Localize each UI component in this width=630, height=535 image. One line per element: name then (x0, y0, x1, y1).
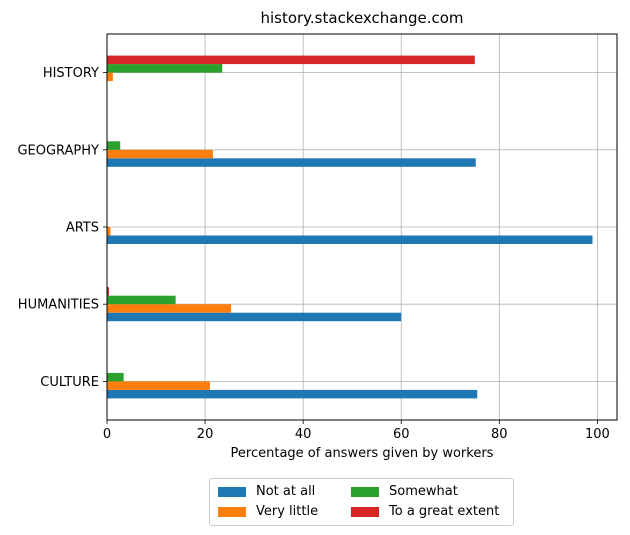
x-axis-label: Percentage of answers given by workers (231, 446, 494, 461)
x-tick-label: 100 (585, 427, 610, 442)
bar-not-at-all-geography (107, 158, 476, 167)
x-tick-label: 60 (393, 427, 410, 442)
y-tick-label: ARTS (66, 221, 99, 236)
legend-item-not-at-all: Not at all (218, 484, 315, 499)
bar-somewhat-geography (107, 141, 121, 150)
legend-label: To a great extent (389, 504, 500, 519)
legend-item-very-little: Very little (218, 504, 318, 519)
y-tick-label: CULTURE (40, 375, 99, 390)
x-axis-ticks: 0 20 40 60 80 100 (103, 420, 610, 442)
chart-title: history.stackexchange.com (260, 9, 463, 27)
bar-somewhat-humanities (107, 295, 176, 305)
legend-swatch-very-little (218, 506, 246, 517)
bar-very-little-humanities (107, 304, 232, 313)
bar-very-little-arts (107, 227, 111, 236)
x-tick-label: 40 (295, 427, 312, 442)
x-tick-label: 20 (197, 427, 214, 442)
x-tick-label: 0 (103, 427, 111, 442)
legend-swatch-somewhat (351, 486, 379, 497)
bar-to-a-great-extent-humanities (107, 287, 109, 296)
gridlines (106, 34, 617, 420)
y-tick-label: GEOGRAPHY (17, 143, 99, 158)
legend-item-somewhat: Somewhat (351, 484, 458, 499)
legend-swatch-not-at-all (218, 486, 246, 497)
y-tick-label: HUMANITIES (18, 298, 99, 313)
bar-very-little-culture (107, 381, 210, 390)
legend-swatch-to-a-great-extent (351, 506, 379, 517)
bar-to-a-great-extent-history (107, 55, 475, 65)
bar-somewhat-culture (107, 372, 124, 382)
bar-not-at-all-culture (107, 389, 478, 399)
bar-somewhat-history (107, 64, 223, 73)
legend-label: Somewhat (389, 484, 458, 499)
x-tick-label: 80 (491, 427, 508, 442)
legend-label: Very little (256, 504, 319, 519)
legend-item-to-a-great-extent: To a great extent (351, 504, 499, 519)
y-tick-label: HISTORY (43, 66, 99, 81)
legend-label: Not at all (256, 484, 316, 499)
bar-not-at-all-humanities (107, 312, 402, 322)
legend: Not at all Very little Somewhat To a gre… (209, 478, 514, 526)
bar-not-at-all-arts (107, 235, 593, 244)
y-axis-ticks: CULTURE HUMANITIES ARTS GEOGRAPHY HISTORY (17, 66, 107, 390)
bar-very-little-history (107, 72, 113, 82)
bars (107, 55, 593, 399)
bar-very-little-geography (107, 149, 213, 159)
